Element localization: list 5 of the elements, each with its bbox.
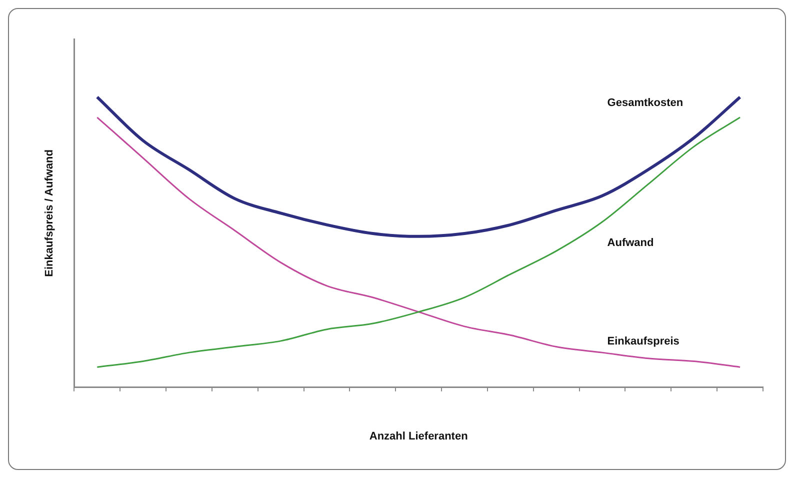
series-label: Einkaufspreis	[607, 336, 680, 348]
series-label: Aufwand	[607, 236, 654, 249]
y-axis-title: Einkaufspreis / Aufwand	[44, 150, 56, 277]
x-axis-title: Anzahl Lieferanten	[369, 430, 468, 442]
text: Gesamtkosten	[607, 96, 684, 109]
